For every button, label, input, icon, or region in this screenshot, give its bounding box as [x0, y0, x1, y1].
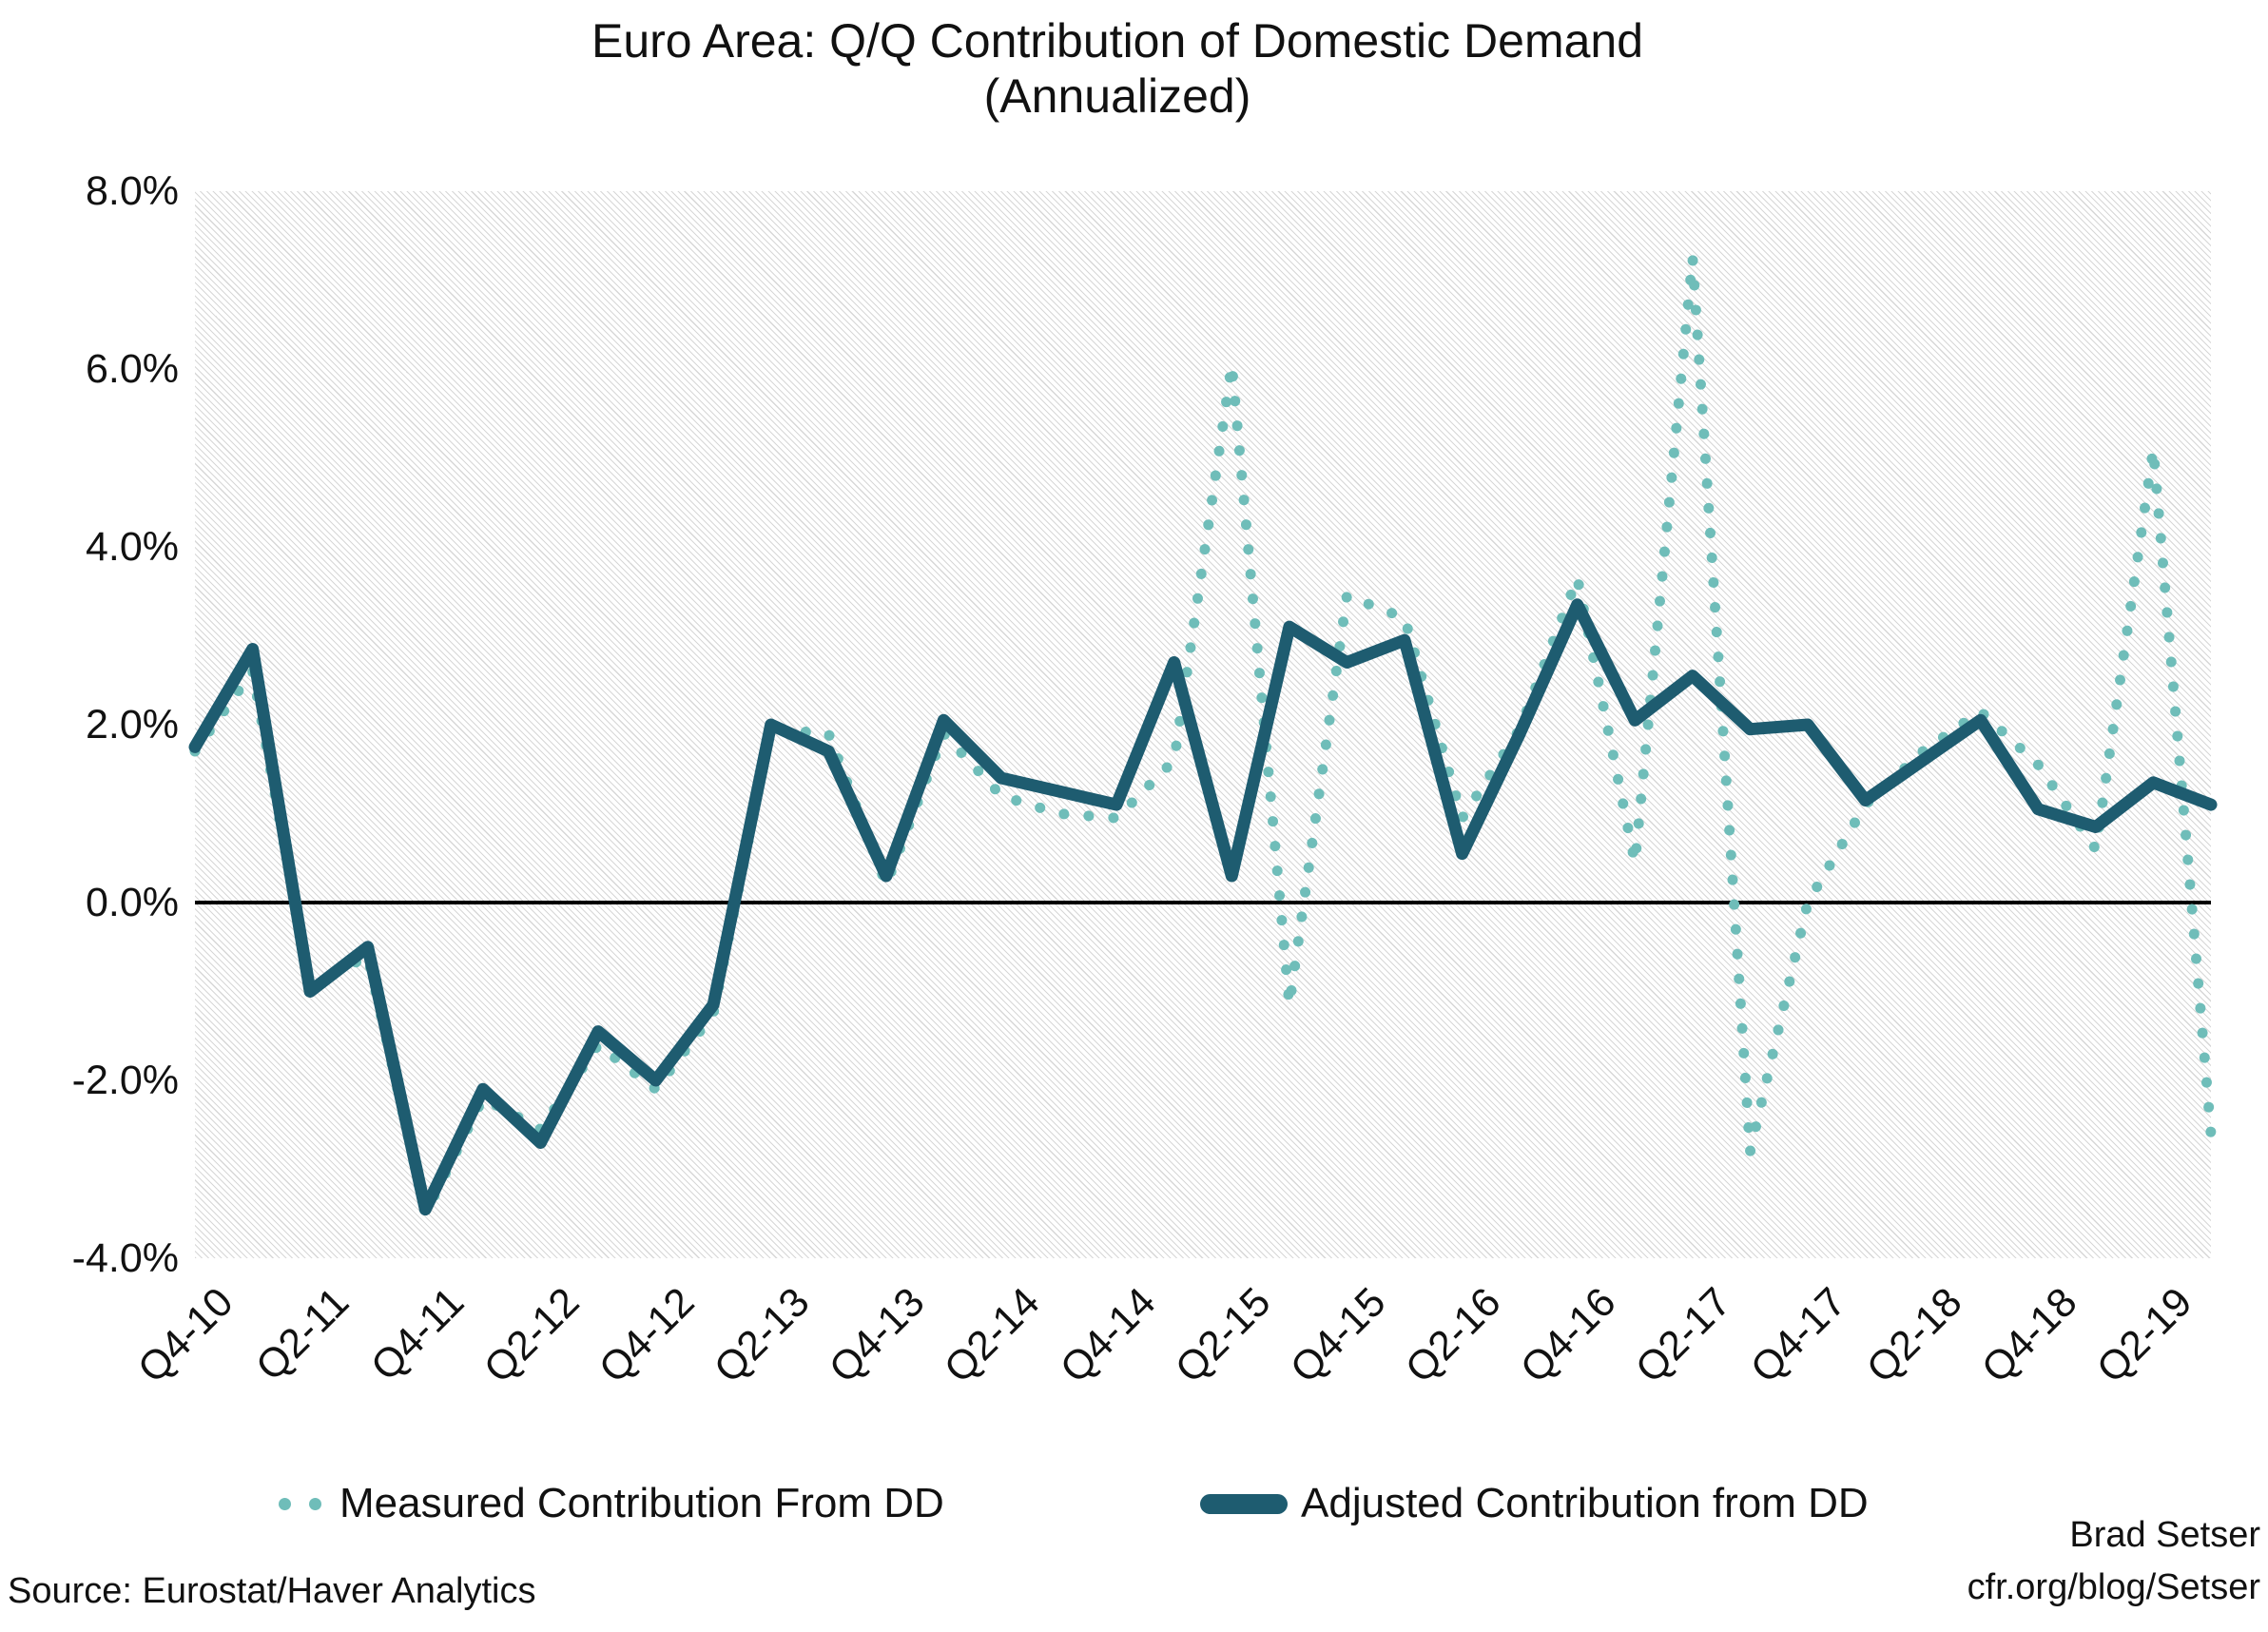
y-tick-label: 8.0% — [85, 168, 179, 214]
y-tick-label: 2.0% — [85, 702, 179, 748]
series-adjusted-solid-line — [188, 598, 2218, 1216]
legend-label-adjusted: Adjusted Contribution from DD — [1301, 1480, 1869, 1526]
plot-area — [195, 191, 2211, 1258]
credit-url: cfr.org/blog/Setser — [1967, 1567, 2260, 1607]
chart-title-line2: (Annualized) — [983, 69, 1251, 123]
chart-title-line1: Euro Area: Q/Q Contribution of Domestic … — [591, 14, 1644, 68]
credit-author: Brad Setser — [2069, 1515, 2260, 1555]
y-tick-label: -2.0% — [71, 1058, 179, 1103]
y-tick-label: 6.0% — [85, 346, 179, 392]
legend-dots-icon — [309, 1497, 321, 1510]
y-tick-label: 4.0% — [85, 524, 179, 570]
y-tick-label: 0.0% — [85, 880, 179, 925]
chart-title: Euro Area: Q/Q Contribution of Domestic … — [0, 13, 2235, 124]
legend-item-adjusted: Adjusted Contribution from DD — [1200, 1480, 1869, 1527]
legend-line-icon — [1200, 1493, 1288, 1514]
legend-dots-icon — [279, 1497, 291, 1510]
legend-label-measured: Measured Contribution From DD — [339, 1480, 944, 1526]
source-note: Source: Eurostat/Haver Analytics — [8, 1571, 536, 1611]
y-tick-label: -4.0% — [71, 1235, 179, 1281]
legend-item-measured: Measured Contribution From DD — [279, 1480, 944, 1527]
series-measured-dotted-line — [189, 252, 2217, 1219]
